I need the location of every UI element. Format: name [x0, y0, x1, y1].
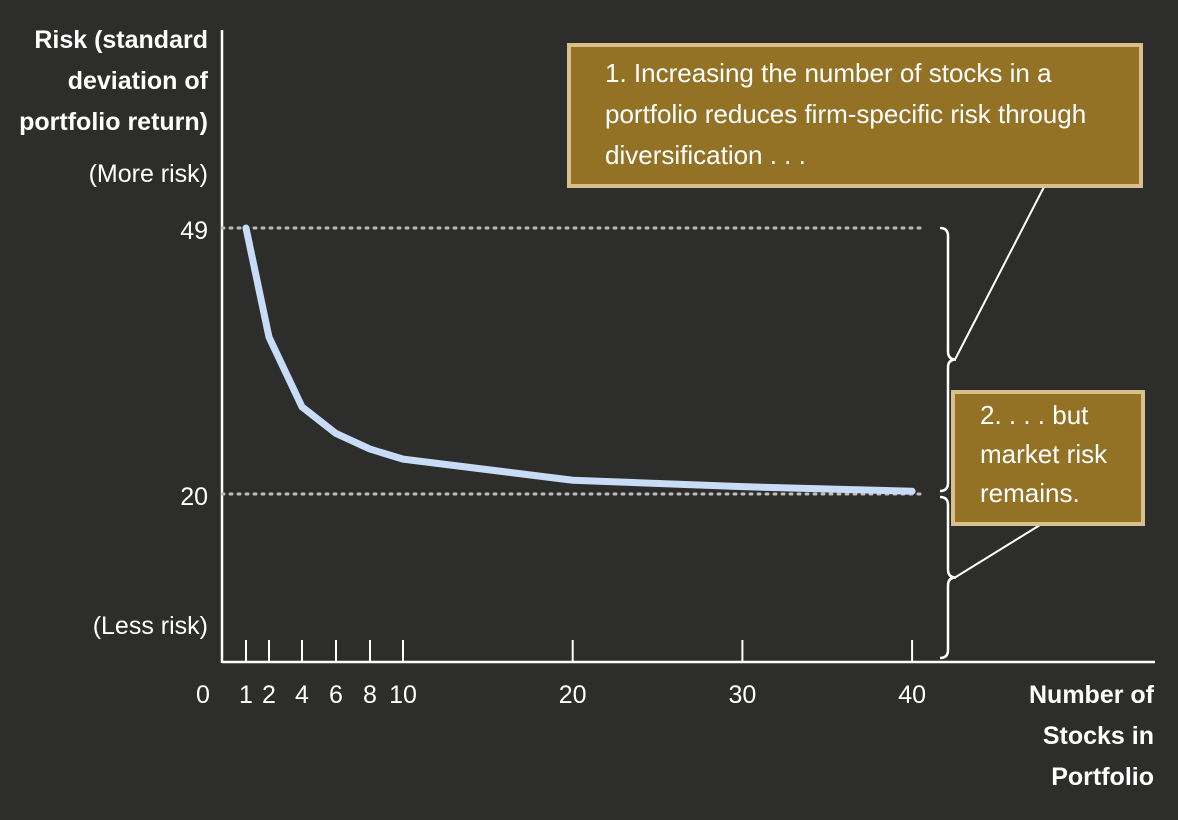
annotation-text: 2. . . . but: [980, 400, 1089, 430]
annotation-text: diversification . . .: [605, 140, 806, 170]
x-tick-label: 0: [196, 681, 210, 709]
x-tick-label: 40: [898, 681, 926, 709]
y-axis-title: deviation of: [68, 67, 209, 95]
x-tick-label: 4: [295, 681, 309, 709]
x-axis-title: Portfolio: [1051, 763, 1154, 791]
x-tick-label: 30: [728, 681, 756, 709]
x-tick-label: 6: [329, 681, 343, 709]
x-tick-label: 20: [559, 681, 587, 709]
y-axis-title: Risk (standard: [34, 26, 208, 54]
x-tick-label: 1: [239, 681, 253, 709]
x-tick-label: 8: [363, 681, 377, 709]
leader-line: [954, 524, 1041, 579]
x-axis-title: Stocks in: [1043, 722, 1154, 750]
risk-curve: [242, 224, 916, 495]
x-tick-label: 2: [262, 681, 276, 709]
y-tick-label: 49: [180, 217, 208, 245]
x-tick-label: 10: [389, 681, 417, 709]
annotation-box-firm: [567, 43, 1143, 188]
y-tick-label: 20: [180, 483, 208, 511]
more-risk-label: (More risk): [89, 160, 208, 188]
leader-line: [954, 184, 1046, 360]
y-axis-title: portfolio return): [19, 108, 208, 136]
less-risk-label: (Less risk): [93, 612, 208, 640]
annotation-text: market risk: [980, 439, 1108, 469]
annotation-text: portfolio reduces firm-specific risk thr…: [605, 99, 1086, 129]
annotation-text: 1. Increasing the number of stocks in a: [605, 58, 1052, 88]
x-axis-title: Number of: [1029, 681, 1155, 709]
annotation-box-market: [951, 390, 1145, 526]
annotation-text: remains.: [980, 478, 1080, 508]
